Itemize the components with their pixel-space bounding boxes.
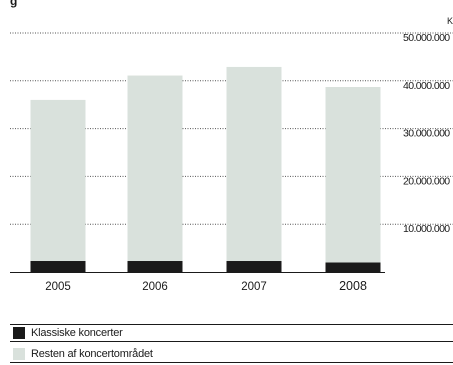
legend-item-resten: Resten af koncertområdet — [10, 346, 453, 363]
y-tick-label: 30.000.000 — [403, 128, 450, 140]
x-tick-label: 2008 — [339, 279, 367, 293]
y-tick-label: 50.000.000 — [403, 32, 450, 44]
x-tick-label: 2006 — [142, 281, 168, 293]
y-tick-label: 20.000.000 — [403, 175, 450, 187]
bar-klassiske-2008 — [325, 262, 381, 272]
bar-resten-2005 — [30, 99, 86, 262]
chart-title-fragment: g — [10, 0, 18, 8]
bar-klassiske-2005 — [30, 261, 86, 272]
legend-swatch-resten — [13, 348, 25, 360]
y-tick-label: 10.000.000 — [403, 223, 450, 235]
legend-swatch-klassiske — [13, 327, 25, 339]
chart-plot: 10.000.000 20.000.000 30.000.000 40.000.000… — [10, 32, 453, 293]
bar-klassiske-2006 — [127, 261, 183, 272]
x-tick-label: 2007 — [241, 281, 267, 293]
x-tick-label: 2005 — [45, 281, 71, 293]
bar-klassiske-2007 — [226, 261, 282, 272]
legend-label-resten: Resten af koncertområdet — [31, 348, 153, 360]
bar-resten-2008 — [325, 87, 381, 263]
bar-resten-2006 — [127, 75, 183, 262]
legend-label-klassiske: Klassiske koncerter — [31, 327, 123, 339]
y-tick-label: 40.000.000 — [403, 80, 450, 92]
bar-resten-2007 — [226, 66, 282, 262]
legend-item-klassiske: Klassiske koncerter — [10, 324, 453, 342]
unit-label: K — [446, 16, 453, 26]
